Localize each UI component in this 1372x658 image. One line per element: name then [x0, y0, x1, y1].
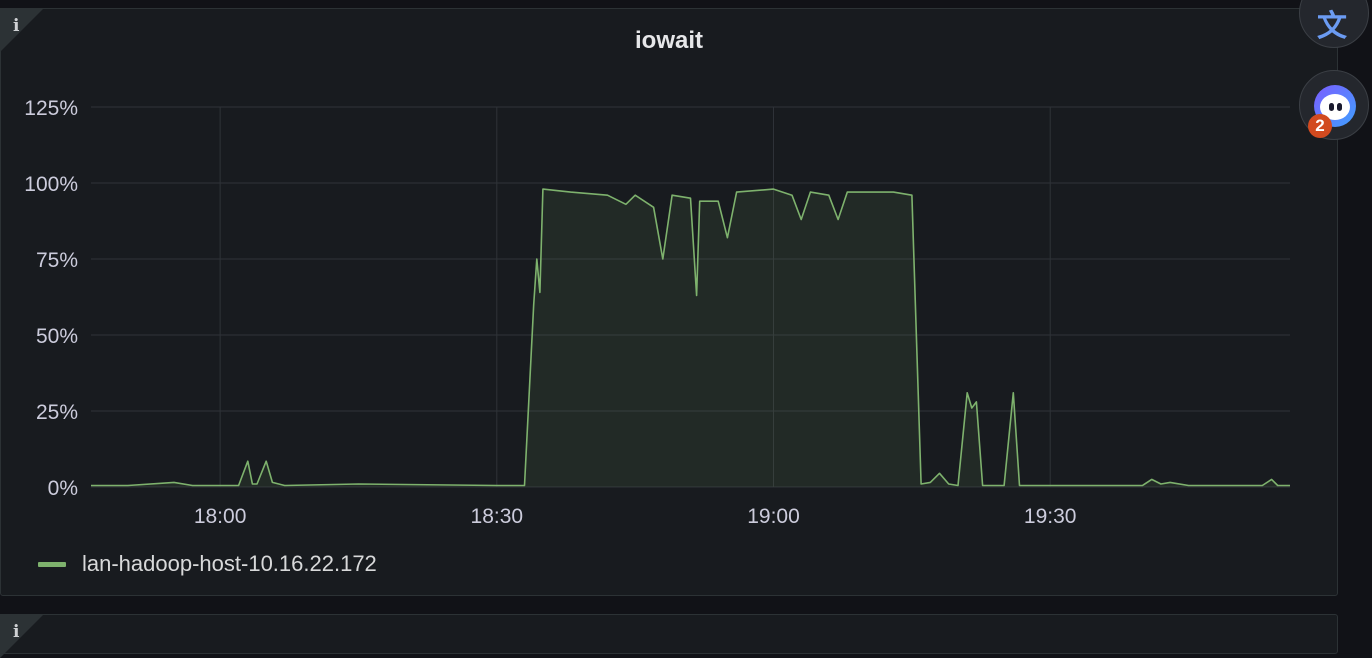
assistant-button[interactable]: 2 — [1299, 70, 1369, 140]
y-tick-label: 100% — [24, 173, 78, 196]
next-panel-info-icon[interactable]: i — [13, 622, 20, 642]
y-tick-label: 0% — [48, 477, 78, 500]
y-tick-label: 25% — [36, 401, 78, 424]
info-icon[interactable]: i — [13, 16, 20, 36]
series-line — [91, 188, 1290, 487]
x-tick-label: 18:30 — [471, 505, 524, 528]
x-tick-label: 18:00 — [194, 505, 247, 528]
next-panel: i — [0, 614, 1338, 658]
panel-info-corner[interactable] — [0, 8, 44, 52]
iowait-panel: i iowait lan-hadoop-host-10.16.22.172 — [0, 8, 1338, 596]
x-tick-label: 19:00 — [747, 505, 800, 528]
legend-label[interactable]: lan-hadoop-host-10.16.22.172 — [82, 551, 377, 576]
y-tick-label: 75% — [36, 249, 78, 272]
panel-title[interactable]: iowait — [634, 27, 703, 54]
legend-swatch[interactable] — [38, 561, 66, 567]
translate-icon: 文 — [1317, 10, 1347, 43]
y-tick-label: 50% — [36, 325, 78, 348]
next-panel-info-corner[interactable] — [0, 614, 44, 658]
x-tick-label: 19:30 — [1024, 505, 1077, 528]
series-area — [91, 189, 1290, 487]
notification-badge: 2 — [1308, 114, 1332, 138]
y-tick-label: 125% — [24, 97, 78, 120]
legend: lan-hadoop-host-10.16.22.172 — [38, 551, 377, 577]
iowait-chart: 0% 25% 50% 75% 100% 125% 18:00 18:30 19:00 19:30 — [24, 97, 1290, 528]
